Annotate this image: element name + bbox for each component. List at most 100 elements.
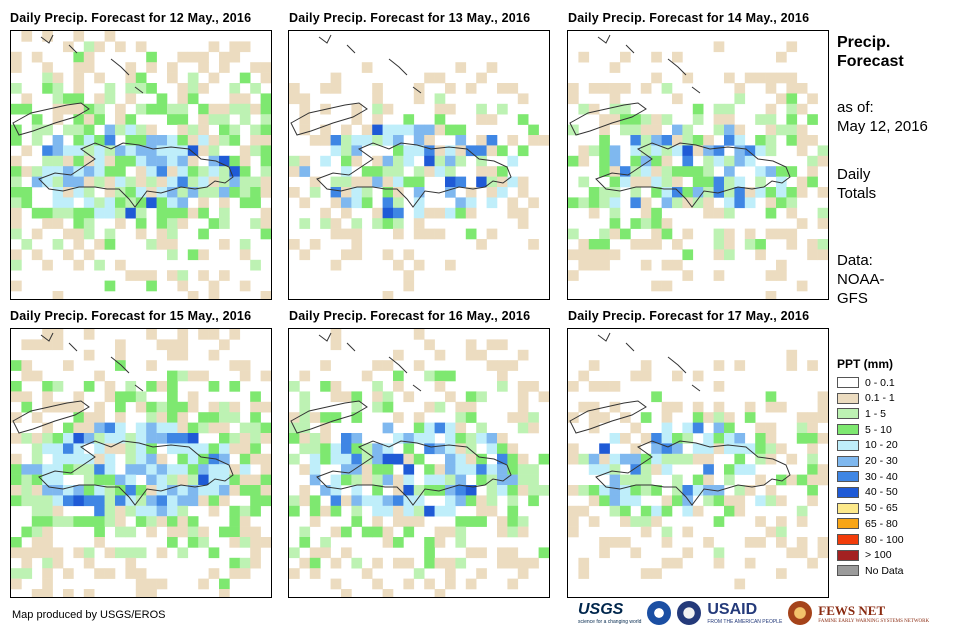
precip-cell — [299, 155, 311, 167]
precip-cell — [724, 433, 735, 444]
precip-cell — [640, 526, 652, 538]
precip-cell — [135, 391, 147, 403]
precip-cell — [11, 197, 22, 209]
precip-cell — [755, 249, 766, 261]
precip-cell — [104, 187, 116, 198]
precip-cell — [83, 228, 95, 240]
hispaniola-outline — [316, 440, 512, 506]
precip-cell — [63, 228, 74, 240]
precip-cell — [672, 370, 683, 382]
precip-cell — [239, 505, 251, 517]
precip-cell — [208, 280, 220, 292]
precip-cell — [229, 474, 241, 486]
precip-cell — [63, 41, 74, 53]
precip-cell — [11, 453, 22, 465]
precip-cell — [755, 145, 766, 157]
precip-cell — [320, 360, 331, 371]
precip-cell — [219, 62, 230, 73]
precip-cell — [455, 207, 467, 219]
precip-cell — [651, 391, 662, 403]
precip-cell — [796, 218, 808, 229]
precip-cell — [31, 249, 43, 261]
precip-cell — [651, 505, 662, 517]
precip-cell — [382, 166, 394, 177]
precip-cell — [734, 176, 746, 188]
precip-cell — [239, 516, 251, 527]
precip-cell — [83, 381, 95, 392]
precip-cell — [239, 526, 251, 538]
precip-cell — [146, 187, 157, 198]
precip-cell — [424, 578, 435, 590]
precip-cell — [330, 578, 342, 590]
precip-cell — [187, 187, 199, 198]
precip-cell — [198, 135, 209, 146]
precip-cell — [609, 155, 621, 167]
precip-cell — [703, 197, 714, 209]
precip-cell — [21, 31, 33, 42]
precip-cell — [198, 485, 209, 496]
precip-cell — [177, 516, 189, 527]
precip-cell — [52, 339, 64, 351]
precip-cell — [208, 349, 220, 361]
precip-cell — [445, 207, 456, 219]
bahamas-outline — [40, 332, 144, 392]
precip-cell — [517, 176, 529, 188]
precip-grid — [568, 332, 828, 590]
precip-cell — [156, 401, 168, 413]
precip-cell — [250, 422, 261, 434]
precip-cell — [507, 135, 519, 146]
precip-cell — [692, 401, 704, 413]
precip-cell — [52, 485, 64, 496]
precip-cell — [260, 291, 271, 299]
precip-cell — [94, 485, 105, 496]
precip-cell — [630, 464, 642, 475]
precip-cell — [372, 578, 383, 590]
precip-cell — [320, 381, 331, 392]
legend-item: 5 - 10 — [837, 423, 892, 436]
precip-cell — [73, 114, 85, 125]
precip-cell — [115, 207, 126, 219]
precip-cell — [104, 197, 116, 209]
precip-cell — [403, 453, 415, 465]
precip-cell — [260, 537, 271, 548]
precip-cell — [177, 103, 189, 115]
precip-cell — [31, 464, 43, 475]
precip-cell — [187, 207, 199, 219]
precip-cell — [776, 568, 787, 579]
precip-cell — [135, 443, 147, 455]
precip-cell — [672, 401, 683, 413]
precip-cell — [289, 547, 300, 559]
precip-cell — [620, 114, 631, 125]
precip-cell — [146, 51, 157, 63]
precip-cell — [83, 218, 95, 229]
precip-cell — [445, 568, 456, 579]
precip-cell — [361, 495, 373, 507]
precip-cell — [351, 443, 363, 455]
as-of: as of: May 12, 2016 — [837, 98, 928, 136]
precip-cell — [786, 474, 798, 486]
precip-cell — [208, 568, 220, 579]
precip-cell — [125, 62, 137, 73]
precip-cell — [361, 464, 373, 475]
precip-cell — [372, 495, 383, 507]
precip-cell — [620, 537, 631, 548]
precip-cell — [382, 474, 394, 486]
precip-cell — [620, 495, 631, 507]
precip-cell — [413, 176, 425, 188]
precip-cell — [713, 412, 725, 423]
precip-cell — [578, 51, 590, 63]
precip-cell — [713, 433, 725, 444]
precip-cell — [609, 166, 621, 177]
precip-cell — [372, 218, 383, 229]
precip-cell — [640, 166, 652, 177]
precip-cell — [445, 578, 456, 590]
precip-cell — [260, 495, 271, 507]
legend-swatch — [837, 565, 859, 577]
usaid-tagline: FROM THE AMERICAN PEOPLE — [707, 619, 783, 625]
precip-cell — [692, 145, 704, 157]
precip-cell — [713, 495, 725, 507]
precip-cell — [135, 187, 147, 198]
precip-cell — [125, 72, 137, 84]
precip-cell — [599, 547, 610, 559]
precip-cell — [445, 155, 456, 167]
